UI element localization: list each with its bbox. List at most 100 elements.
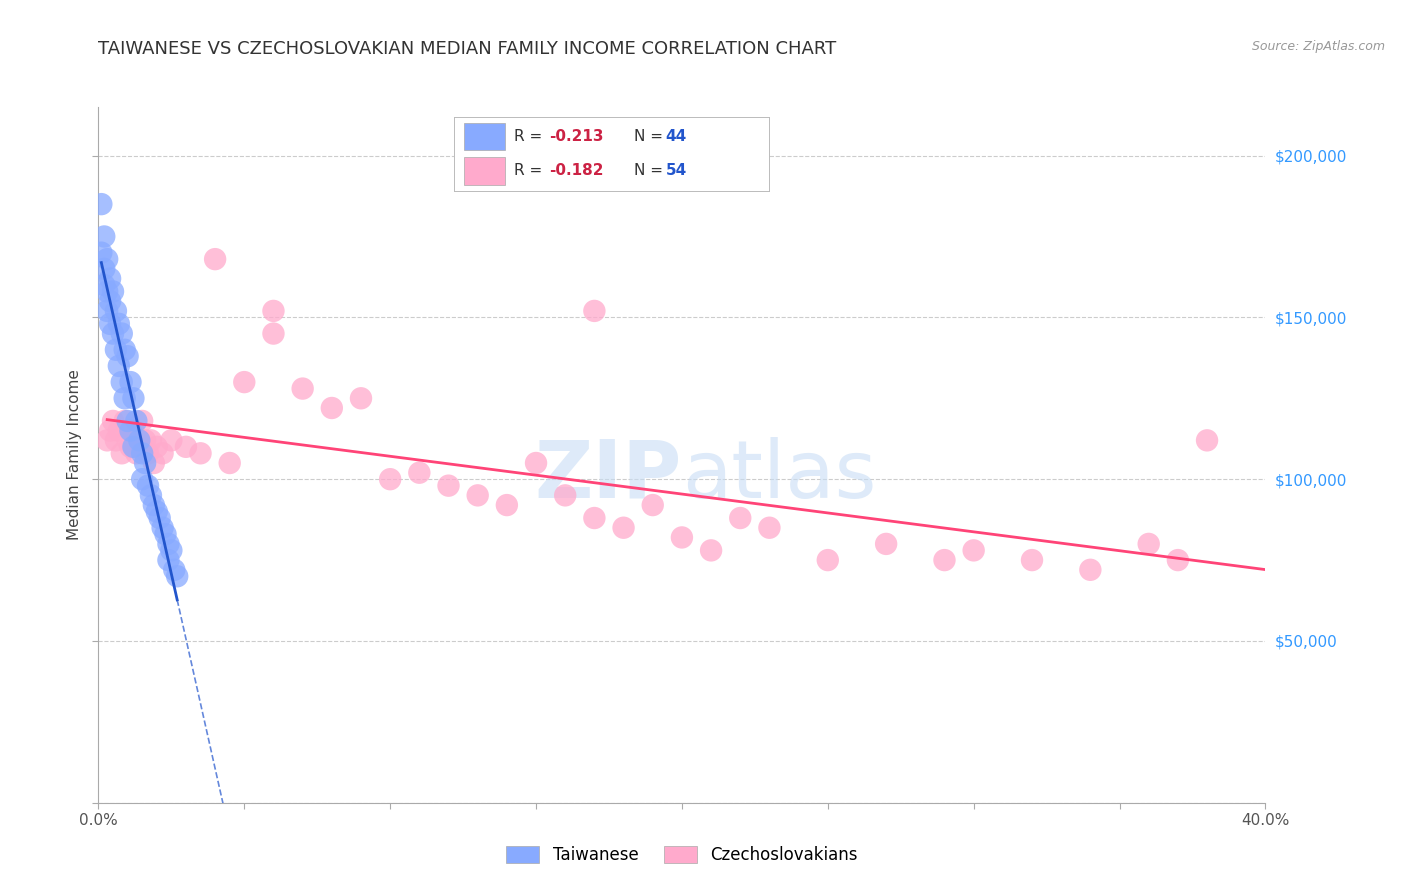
Point [111, 326, 134, 341]
Point [128, 434, 150, 448]
Point [291, 382, 314, 396]
Y-axis label: Median Family Income: Median Family Income [66, 369, 82, 541]
Point [149, 511, 172, 525]
Legend: Taiwanese, Czechoslovakians: Taiwanese, Czechoslovakians [499, 839, 865, 871]
Point [108, 359, 131, 373]
Point [93, 278, 115, 293]
Point [152, 521, 174, 535]
Point [131, 446, 153, 460]
Point [730, 511, 752, 525]
Text: TAIWANESE VS CZECHOSLOVAKIAN MEDIAN FAMILY INCOME CORRELATION CHART: TAIWANESE VS CZECHOSLOVAKIAN MEDIAN FAMI… [98, 40, 837, 58]
Point [142, 456, 165, 470]
Point [128, 434, 150, 448]
Point [120, 424, 142, 438]
Point [125, 414, 148, 428]
Point [111, 375, 134, 389]
Point [122, 392, 145, 406]
Point [117, 349, 139, 363]
Point [120, 375, 142, 389]
Point [380, 472, 402, 486]
Point [120, 440, 142, 454]
Point [136, 446, 159, 460]
Point [101, 414, 124, 428]
Point [1195, 434, 1218, 448]
Point [96, 304, 118, 318]
Point [962, 543, 984, 558]
Point [93, 261, 115, 276]
Point [114, 414, 136, 428]
Point [204, 252, 226, 267]
Point [321, 401, 343, 415]
Point [98, 424, 121, 438]
Point [1137, 537, 1160, 551]
Point [139, 488, 162, 502]
Point [104, 343, 127, 357]
Point [101, 285, 124, 299]
Point [1080, 563, 1102, 577]
Point [98, 271, 121, 285]
Point [160, 543, 183, 558]
Point [174, 440, 197, 454]
Point [104, 434, 127, 448]
Point [104, 304, 127, 318]
Point [934, 553, 956, 567]
Point [817, 553, 839, 567]
Point [190, 446, 212, 460]
Point [108, 424, 131, 438]
Point [467, 488, 489, 502]
Point [122, 440, 145, 454]
Point [96, 434, 118, 448]
Point [93, 229, 115, 244]
Point [262, 304, 284, 318]
Point [496, 498, 519, 512]
Point [671, 531, 693, 545]
Point [218, 456, 240, 470]
Point [90, 197, 112, 211]
Point [408, 466, 430, 480]
Point [152, 446, 174, 460]
Point [142, 498, 165, 512]
Point [157, 553, 180, 567]
Point [111, 446, 134, 460]
Point [108, 317, 131, 331]
Point [583, 511, 606, 525]
Point [875, 537, 897, 551]
Point [700, 543, 723, 558]
Point [160, 434, 183, 448]
Point [136, 478, 159, 492]
Point [98, 294, 121, 309]
Point [114, 343, 136, 357]
Point [122, 424, 145, 438]
Point [166, 569, 188, 583]
Text: Source: ZipAtlas.com: Source: ZipAtlas.com [1251, 40, 1385, 54]
Point [157, 537, 180, 551]
Point [96, 252, 118, 267]
Text: atlas: atlas [682, 437, 876, 515]
Point [114, 392, 136, 406]
Point [155, 527, 177, 541]
Point [101, 326, 124, 341]
Point [139, 434, 162, 448]
Point [524, 456, 547, 470]
Point [350, 392, 373, 406]
Point [758, 521, 780, 535]
Point [131, 414, 153, 428]
Point [117, 414, 139, 428]
Point [134, 456, 156, 470]
Point [96, 285, 118, 299]
Point [98, 317, 121, 331]
Point [233, 375, 256, 389]
Point [554, 488, 576, 502]
Point [163, 563, 186, 577]
Point [437, 478, 460, 492]
Point [134, 434, 156, 448]
Point [146, 504, 169, 518]
Point [146, 440, 169, 454]
Point [612, 521, 634, 535]
Point [125, 446, 148, 460]
Point [641, 498, 664, 512]
Point [90, 245, 112, 260]
Point [1021, 553, 1043, 567]
Text: ZIP: ZIP [534, 437, 682, 515]
Point [1167, 553, 1189, 567]
